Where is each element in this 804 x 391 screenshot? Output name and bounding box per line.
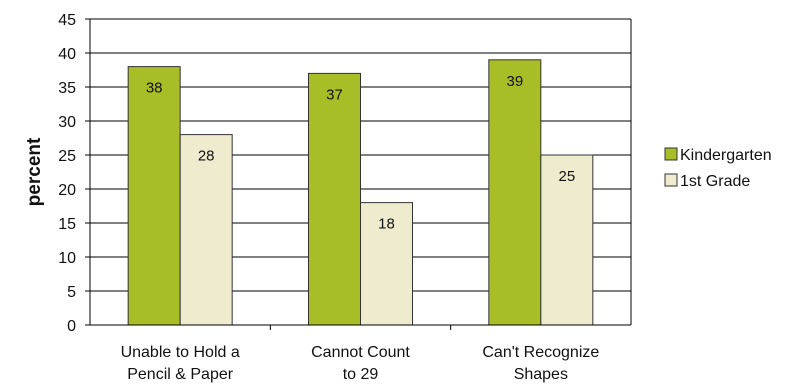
x-category-label: Cannot Count to 29	[311, 344, 410, 383]
x-category-label-line: Pencil & Paper	[127, 366, 234, 383]
bar-kindergarten	[488, 59, 542, 326]
legend-label: 1st Grade	[680, 173, 750, 190]
x-category-label-line: to 29	[343, 366, 379, 383]
labels: 0 5 10 15 20 25 30 35 40 45 38 28 Unable to Hold a Pe…	[24, 12, 599, 383]
legend-swatch	[664, 173, 678, 187]
y-tick-label: 45	[58, 12, 76, 29]
bar-data-label: 37	[326, 86, 343, 103]
y-tick-label: 10	[58, 250, 76, 267]
y-tick-label: 5	[67, 284, 76, 301]
y-tick-label: 20	[58, 182, 76, 199]
y-tick-label: 40	[58, 46, 76, 63]
legend-swatch	[664, 147, 678, 161]
y-tick-label: 25	[58, 148, 76, 165]
bar-data-label: 28	[198, 148, 215, 165]
x-category-label-line: Shapes	[514, 366, 568, 383]
bar-data-label: 38	[146, 80, 163, 97]
x-category-label-line: Cannot Count	[311, 344, 410, 361]
x-category-label-line: Can't Recognize	[482, 344, 599, 361]
bar-data-label: 25	[558, 168, 575, 185]
bar-kindergarten	[308, 72, 361, 326]
x-category-label: Can't Recognize Shapes	[482, 344, 599, 383]
y-tick-label: 15	[58, 216, 76, 233]
legend: Kindergarten 1st Grade	[664, 147, 772, 190]
x-category-label: Unable to Hold a Pencil & Paper	[121, 344, 240, 383]
bar-kindergarten	[127, 66, 181, 326]
y-tick-label: 30	[58, 114, 76, 131]
y-tick-label: 35	[58, 80, 76, 97]
bar-data-label: 39	[506, 73, 523, 90]
bars	[127, 59, 594, 326]
bar-data-label: 18	[378, 216, 395, 233]
x-category-label-line: Unable to Hold a	[121, 344, 240, 361]
bar-1st-grade	[179, 134, 233, 326]
y-tick-label: 0	[67, 318, 76, 335]
axes	[85, 18, 632, 330]
legend-label: Kindergarten	[680, 147, 772, 164]
y-axis-label: percent	[24, 137, 45, 206]
